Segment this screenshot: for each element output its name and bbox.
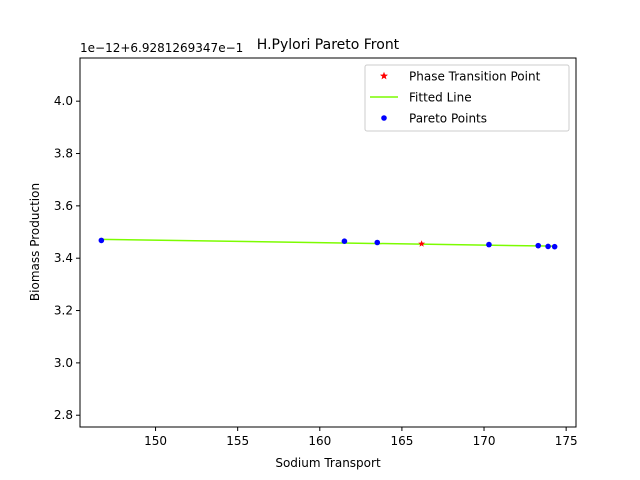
x-tick-label: 165 (390, 434, 413, 448)
y-axis-offset-label: 1e−12+6.9281269347e−1 (80, 41, 243, 55)
legend: Phase Transition Point Fitted Line Pareto … (364, 64, 570, 132)
plot-area (98, 237, 558, 250)
y-tick-label: 4.0 (54, 94, 73, 108)
y-tick-label: 3.8 (54, 147, 73, 161)
legend-label: Pareto Points (409, 112, 487, 126)
pareto-point (341, 238, 348, 244)
x-tick-label: 150 (144, 434, 167, 448)
legend-label: Phase Transition Point (409, 70, 541, 84)
y-tick-label: 3.4 (54, 251, 73, 265)
legend-star-swatch (380, 71, 388, 80)
chart-title: H.Pylori Pareto Front (257, 37, 400, 53)
legend-box (364, 64, 570, 132)
x-tick-label: 175 (555, 434, 578, 448)
plot-frame (79, 57, 577, 428)
y-axis-label: Biomass Production (28, 183, 42, 301)
y-tick-label: 3.0 (54, 356, 73, 370)
pareto-point (486, 241, 492, 248)
x-tick-label: 170 (473, 434, 496, 448)
pareto-point (98, 237, 105, 244)
x-tick-label: 160 (308, 434, 331, 448)
y-tick-label: 2.8 (54, 408, 73, 422)
x-axis-label: Sodium Transport (275, 456, 381, 470)
y-tick-label: 3.2 (54, 304, 73, 318)
legend-label: Fitted Line (409, 91, 472, 105)
pareto-point (551, 243, 558, 250)
fitted-line (101, 238, 555, 247)
x-tick-label: 155 (226, 434, 249, 448)
phase-transition-point (418, 240, 426, 247)
pareto-point (545, 243, 551, 250)
y-axis-ticks: 2.8 3.0 3.2 3.4 3.6 3.8 4.0 (54, 94, 80, 422)
x-axis-ticks: 150 155 160 165 170 175 (144, 427, 578, 448)
y-tick-label: 3.6 (54, 199, 73, 213)
pareto-point (374, 239, 381, 246)
pareto-point (535, 242, 542, 249)
legend-dot-swatch (381, 115, 387, 121)
